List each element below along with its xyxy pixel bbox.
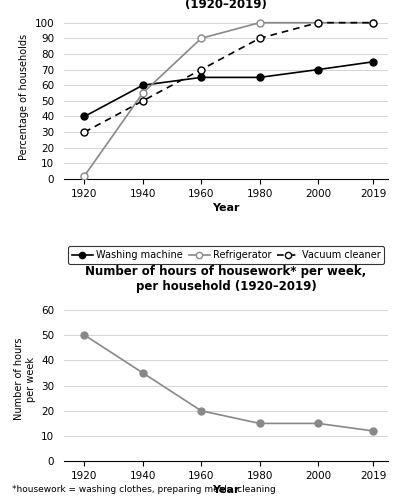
Y-axis label: Percentage of households: Percentage of households: [19, 34, 29, 160]
Legend: Washing machine, Refrigerator, Vacuum cleaner: Washing machine, Refrigerator, Vacuum cl…: [68, 246, 384, 264]
Text: *housework = washing clothes, preparing meals, cleaning: *housework = washing clothes, preparing …: [12, 485, 276, 494]
Y-axis label: Number of hours
per week: Number of hours per week: [14, 338, 36, 421]
Title: Percentage of households with electrical appliances
(1920–2019): Percentage of households with electrical…: [53, 0, 399, 11]
Title: Number of hours of housework* per week,
per household (1920–2019): Number of hours of housework* per week, …: [85, 265, 367, 293]
X-axis label: Year: Year: [212, 485, 240, 495]
X-axis label: Year: Year: [212, 203, 240, 213]
